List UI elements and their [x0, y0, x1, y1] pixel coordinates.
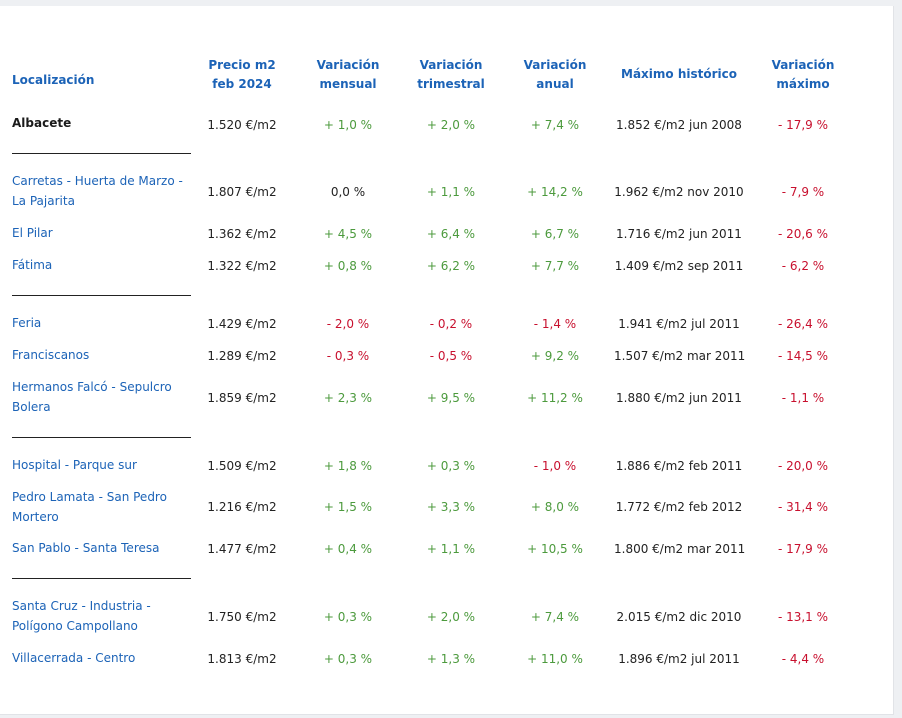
row-max-historico: 1.941 €/m2 jul 2011	[618, 317, 740, 331]
row-var-max: - 4,4 %	[781, 652, 825, 666]
row-quarterly: + 9,5 %	[426, 391, 476, 405]
row-price: 1.520 €/m2	[207, 118, 277, 132]
row-monthly: + 1,8 %	[323, 459, 373, 473]
row-price: 1.322 €/m2	[207, 259, 277, 273]
row-annual: + 7,4 %	[530, 610, 580, 624]
row-monthly: + 0,8 %	[323, 259, 373, 273]
row-quarterly: + 1,3 %	[426, 652, 476, 666]
row-price: 1.216 €/m2	[207, 500, 277, 514]
row-quarterly: + 0,3 %	[426, 459, 476, 473]
row-var-max: - 6,2 %	[781, 259, 825, 273]
row-monthly: - 0,3 %	[326, 349, 370, 363]
location-link-hermanos-falco[interactable]: Hermanos Falcó - Sepulcro Bolera	[12, 380, 172, 414]
row-price: 1.859 €/m2	[207, 391, 277, 405]
row-monthly: + 2,3 %	[323, 391, 373, 405]
row-annual: - 1,0 %	[533, 459, 577, 473]
location-link-villacerrada[interactable]: Villacerrada - Centro	[12, 651, 136, 665]
row-max-historico: 1.880 €/m2 jun 2011	[616, 391, 742, 405]
row-var-max: - 17,9 %	[777, 542, 829, 556]
row-max-historico: 1.962 €/m2 nov 2010	[614, 185, 744, 199]
row-monthly: + 4,5 %	[323, 227, 373, 241]
header-quarterly: Variación trimestral	[417, 58, 485, 91]
row-annual: + 7,4 %	[530, 118, 580, 132]
row-var-max: - 20,0 %	[777, 459, 829, 473]
location-link-hospital[interactable]: Hospital - Parque sur	[12, 458, 137, 472]
row-var-max: - 26,4 %	[777, 317, 829, 331]
row-monthly: + 0,3 %	[323, 652, 373, 666]
group-divider	[12, 578, 191, 579]
group-divider	[12, 153, 191, 154]
row-monthly: + 1,5 %	[323, 500, 373, 514]
row-annual: + 8,0 %	[530, 500, 580, 514]
row-monthly: + 0,4 %	[323, 542, 373, 556]
row-annual: + 10,5 %	[527, 542, 583, 556]
header-max-historico: Máximo histórico	[621, 67, 737, 81]
row-price: 1.813 €/m2	[207, 652, 277, 666]
row-var-max: - 20,6 %	[777, 227, 829, 241]
row-max-historico: 1.886 €/m2 feb 2011	[615, 459, 743, 473]
row-quarterly: + 2,0 %	[426, 610, 476, 624]
row-quarterly: + 1,1 %	[426, 542, 476, 556]
header-price: Precio m2 feb 2024	[208, 58, 276, 91]
location-link-carretas[interactable]: Carretas - Huerta de Marzo - La Pajarita	[12, 174, 183, 208]
group-divider	[12, 295, 191, 296]
row-price: 1.429 €/m2	[207, 317, 277, 331]
location-link-feria[interactable]: Feria	[12, 316, 42, 330]
row-quarterly: + 6,2 %	[426, 259, 476, 273]
row-var-max: - 13,1 %	[777, 610, 829, 624]
row-annual: + 11,2 %	[527, 391, 583, 405]
price-table-card: Localización Precio m2 feb 2024 Variació…	[0, 6, 894, 715]
row-max-historico: 1.772 €/m2 feb 2012	[615, 500, 743, 514]
header-var-max: Variación máximo	[771, 58, 835, 91]
row-quarterly: + 6,4 %	[426, 227, 476, 241]
row-location: Albacete	[12, 116, 72, 130]
location-link-santa-cruz[interactable]: Santa Cruz - Industria - Polígono Campol…	[12, 599, 151, 633]
row-price: 1.807 €/m2	[207, 185, 277, 199]
row-price: 1.289 €/m2	[207, 349, 277, 363]
row-quarterly: - 0,2 %	[429, 317, 473, 331]
location-link-franciscanos[interactable]: Franciscanos	[12, 348, 90, 362]
location-link-pedro-lamata[interactable]: Pedro Lamata - San Pedro Mortero	[12, 490, 167, 524]
header-annual: Variación anual	[523, 58, 587, 91]
row-var-max: - 17,9 %	[777, 118, 829, 132]
row-quarterly: + 1,1 %	[426, 185, 476, 199]
row-annual: - 1,4 %	[533, 317, 577, 331]
row-var-max: - 14,5 %	[777, 349, 829, 363]
row-price: 1.362 €/m2	[207, 227, 277, 241]
row-annual: + 14,2 %	[527, 185, 583, 199]
row-max-historico: 1.896 €/m2 jul 2011	[618, 652, 740, 666]
location-link-fatima[interactable]: Fátima	[12, 258, 53, 272]
row-quarterly: - 0,5 %	[429, 349, 473, 363]
row-max-historico: 1.409 €/m2 sep 2011	[614, 259, 744, 273]
row-annual: + 9,2 %	[530, 349, 580, 363]
row-monthly: + 0,3 %	[323, 610, 373, 624]
row-max-historico: 2.015 €/m2 dic 2010	[616, 610, 742, 624]
header-location: Localización	[12, 73, 95, 87]
row-price: 1.509 €/m2	[207, 459, 277, 473]
row-monthly: + 1,0 %	[323, 118, 373, 132]
row-var-max: - 31,4 %	[777, 500, 829, 514]
header-monthly: Variación mensual	[316, 58, 380, 91]
row-max-historico: 1.507 €/m2 mar 2011	[614, 349, 746, 363]
row-price: 1.750 €/m2	[207, 610, 277, 624]
row-var-max: - 1,1 %	[781, 391, 825, 405]
row-quarterly: + 2,0 %	[426, 118, 476, 132]
row-annual: + 11,0 %	[527, 652, 583, 666]
row-max-historico: 1.800 €/m2 mar 2011	[614, 542, 746, 556]
row-monthly: 0,0 %	[330, 185, 366, 199]
row-max-historico: 1.716 €/m2 jun 2011	[616, 227, 742, 241]
row-price: 1.477 €/m2	[207, 542, 277, 556]
row-var-max: - 7,9 %	[781, 185, 825, 199]
location-link-san-pablo[interactable]: San Pablo - Santa Teresa	[12, 541, 160, 555]
row-quarterly: + 3,3 %	[426, 500, 476, 514]
location-link-el-pilar[interactable]: El Pilar	[12, 226, 53, 240]
row-annual: + 7,7 %	[530, 259, 580, 273]
group-divider	[12, 437, 191, 438]
row-monthly: - 2,0 %	[326, 317, 370, 331]
row-max-historico: 1.852 €/m2 jun 2008	[616, 118, 742, 132]
row-annual: + 6,7 %	[530, 227, 580, 241]
